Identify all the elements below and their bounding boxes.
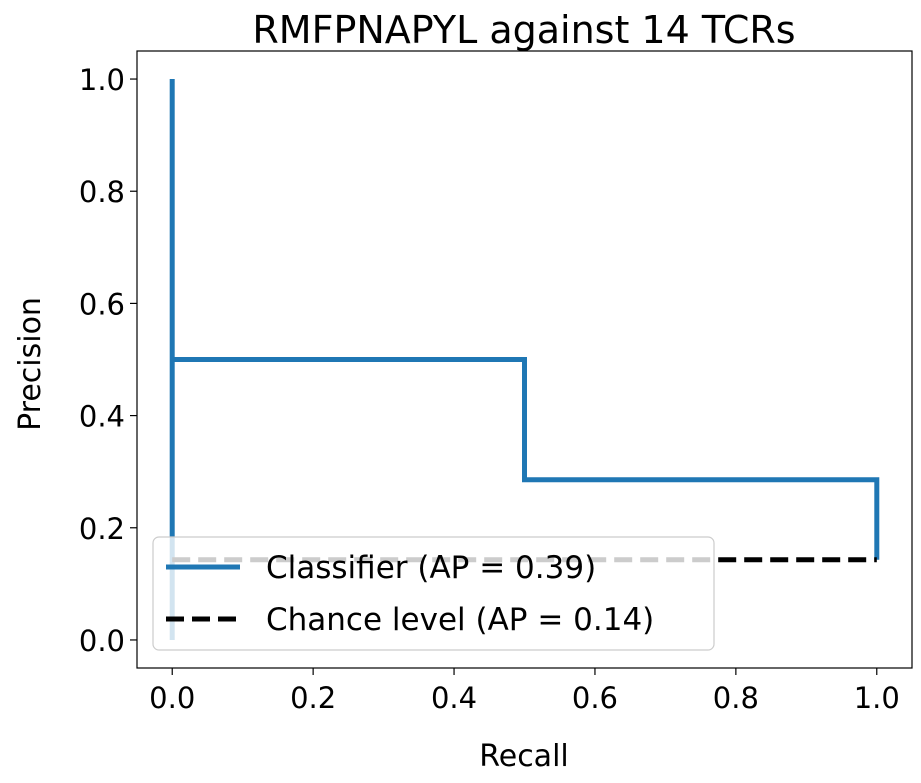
- x-axis-label: Recall: [479, 739, 569, 774]
- legend-entry: Classifier (AP = 0.39): [266, 550, 596, 586]
- legend: Classifier (AP = 0.39) Chance level (AP =…: [152, 536, 715, 651]
- x-tick-label: 0.4: [431, 681, 477, 715]
- y-tick-label: 0.0: [79, 624, 125, 658]
- y-axis: 0.0 0.2 0.4 0.6 0.8 1.0: [79, 63, 137, 658]
- x-tick-label: 0.2: [290, 681, 336, 715]
- y-tick-label: 0.2: [79, 512, 125, 546]
- x-tick-label: 0.0: [149, 681, 195, 715]
- legend-box: [152, 536, 715, 651]
- x-tick-label: 1.0: [854, 681, 900, 715]
- x-tick-label: 0.6: [572, 681, 618, 715]
- y-axis-label: Precision: [13, 297, 48, 431]
- x-tick-label: 0.8: [713, 681, 759, 715]
- legend-entry: Chance level (AP = 0.14): [266, 602, 654, 638]
- y-tick-label: 0.6: [79, 287, 125, 321]
- y-tick-label: 0.8: [79, 175, 125, 209]
- classifier-curve: [169, 79, 880, 640]
- chart-title: RMFPNAPYL against 14 TCRs: [252, 8, 795, 52]
- x-axis: 0.0 0.2 0.4 0.6 0.8 1.0: [149, 668, 900, 715]
- y-tick-label: 1.0: [79, 63, 125, 97]
- y-tick-label: 0.4: [79, 400, 125, 434]
